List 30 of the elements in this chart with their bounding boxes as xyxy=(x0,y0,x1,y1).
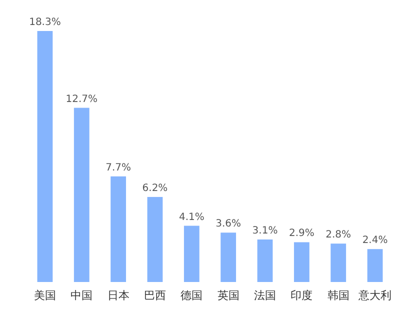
data-label: 18.3% xyxy=(29,17,61,28)
data-label: 7.7% xyxy=(106,162,132,174)
x-tick-label: 法国 xyxy=(254,288,276,302)
bar xyxy=(74,108,90,282)
bar xyxy=(294,242,310,282)
data-label: 2.4% xyxy=(362,235,388,246)
data-label: 2.9% xyxy=(288,228,314,240)
bar xyxy=(220,232,236,282)
data-label: 12.7% xyxy=(66,94,98,105)
data-label: 3.6% xyxy=(216,218,242,230)
bar xyxy=(37,31,53,282)
data-label: 3.1% xyxy=(252,225,278,236)
x-tick-label: 英国 xyxy=(217,288,240,302)
x-tick-label: 美国 xyxy=(34,288,56,302)
bar xyxy=(330,244,346,282)
bar xyxy=(147,196,163,282)
x-tick-label: 意大利 xyxy=(358,288,392,302)
x-tick-label: 巴西 xyxy=(144,288,166,302)
bar xyxy=(184,226,200,282)
data-label: 2.8% xyxy=(326,230,352,241)
x-tick-label: 印度 xyxy=(290,288,313,302)
x-tick-label: 韩国 xyxy=(327,288,350,302)
x-tick-label: 德国 xyxy=(180,288,203,302)
data-label: 4.1% xyxy=(178,212,204,223)
bar xyxy=(110,176,126,282)
x-tick-label: 日本 xyxy=(107,288,130,302)
data-label: 6.2% xyxy=(142,182,168,194)
bar xyxy=(257,239,273,282)
x-tick-label: 中国 xyxy=(70,288,93,302)
bar xyxy=(367,249,383,282)
